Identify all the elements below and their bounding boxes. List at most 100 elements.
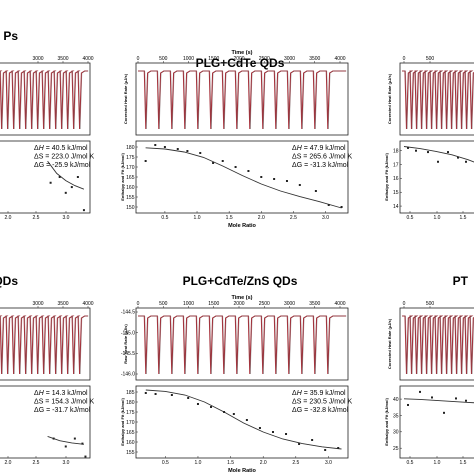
thermogram-fit-trace [402,315,474,375]
thermogram-trace [138,70,346,130]
data-point [285,433,288,435]
data-point [210,406,213,408]
data-point [163,146,166,148]
bottom-x-tick-label: 2.0 [5,215,12,221]
thermo-dG: ΔG = -32.8 kJ/mol [292,407,349,414]
thermo-dS: ΔS = 265.6 J/mol K [292,154,352,161]
bottom-y-axis-label: Enthalpy and Fit (kJ/mol) [384,398,389,446]
thermogram-frame [0,307,91,381]
thermo-dH: ΔH = 47.9 kJ/mol [292,145,346,152]
panel-5: PLG+CdTe/ZnS QDs 0 500 1000 1500 2000 2500 3000… [120,274,352,474]
thermo-value: 35.9 kJ/mol [310,390,346,397]
bottom-x-tick-label: 2.0 [258,215,265,221]
data-point [311,439,314,441]
top-x-tick-label: 2500 [259,301,270,307]
thermo-dS: ΔS = 230.5 J/mol K [292,399,352,406]
panel-title: PLG+CdTe/ZnS QDs [183,274,298,288]
bottom-y-tick-label: 155 [126,195,135,201]
bottom-y-tick-label: 16 [393,176,399,182]
data-point [298,443,301,445]
top-x-tick-label: 3000 [284,301,295,307]
top-x-tick-label: 4000 [82,301,93,307]
data-point [187,397,190,399]
isotherm-frame [0,140,91,214]
top-x-axis-label: Time (s) [232,295,253,301]
thermo-value: 230.5 J/mol K [309,399,352,406]
data-point [170,394,173,396]
bottom-y-tick-label: 160 [126,440,135,446]
panel-title: PT [453,274,469,288]
thermogram-frame [399,307,474,381]
top-x-tick-label: 500 [426,301,435,307]
top-y-axis-label: Corrected Heat Rate (µJ/s) [123,73,128,124]
top-x-tick-label: 3000 [32,56,43,62]
data-point [455,397,457,400]
bottom-x-tick-label: 3.0 [322,215,329,221]
data-point [273,178,276,180]
top-x-tick-label: 1500 [208,56,219,62]
top-y-tick-label: -145.5 [121,351,135,357]
data-point [64,191,67,194]
top-x-tick-label: 3500 [309,56,320,62]
bottom-y-tick-label: 180 [126,145,135,151]
bottom-x-tick-label: 2.0 [260,460,267,466]
data-point [52,437,55,440]
data-point [340,206,343,208]
thermo-value: 223.0 J/mol K [51,154,94,161]
bottom-y-axis-label: Enthalpy and Fit (kJ/mol) [384,153,389,201]
thermo-value: 40.5 kJ/mol [52,145,88,152]
thermo-value: 265.6 J/mol K [309,154,352,161]
data-point [70,186,73,189]
data-point [82,209,85,212]
bottom-x-tick-label: 1.0 [194,215,201,221]
data-point [258,427,261,429]
data-point [58,176,61,178]
top-y-axis-label: Corrected Heat Rate (µJ/s) [387,318,392,369]
top-x-tick-label: 1000 [183,301,194,307]
data-point [196,403,199,405]
bottom-y-tick-label: 30 [393,430,399,436]
thermo-dS: ΔS = 154.3 J/mol K [34,399,94,406]
data-point [419,390,421,393]
data-point [84,455,87,458]
bottom-y-tick-label: 185 [126,390,135,396]
bottom-y-tick-label: 175 [126,155,135,161]
top-x-tick-label: 3000 [32,301,43,307]
top-x-tick-label: 500 [159,301,168,307]
data-point [199,152,202,154]
bottom-x-tick-label: 3.0 [63,460,70,466]
thermogram-trace [138,315,346,375]
isotherm-frame [0,385,91,459]
bottom-y-tick-label: 170 [126,420,135,426]
top-x-tick-label: 4000 [334,56,345,62]
top-x-tick-label: 500 [426,56,435,62]
top-x-tick-label: 2500 [259,56,270,62]
bottom-x-axis-label: Mole Ratio [228,223,256,229]
bottom-y-axis-label: Enthalpy and Fit (kJ/mol) [120,398,125,446]
thermo-value: 14.3 kJ/mol [52,390,88,397]
top-x-tick-label: 3500 [57,56,68,62]
data-point [298,184,301,186]
data-point [154,144,157,146]
top-x-tick-label: 0 [137,56,140,62]
panel-4: QDs 3000 3500 4000 2.0 2.5 3.0 ΔH = 14.3 kJ/mol… [0,274,94,466]
thermogram-frame [135,307,349,381]
top-x-tick-label: 4000 [82,56,93,62]
bottom-y-tick-label: 40 [393,397,399,403]
data-point [234,166,237,168]
top-x-tick-label: 0 [403,301,406,307]
bottom-y-tick-label: 165 [126,175,135,181]
bottom-x-tick-label: 2.5 [290,215,297,221]
bottom-x-tick-label: 2.5 [292,460,299,466]
top-x-tick-label: 3000 [284,56,295,62]
bottom-x-tick-label: 3.0 [63,215,70,221]
panel-1: Ps 3000 3500 4000 2.0 2.5 3.0 ΔH = 40.5 kJ/mol Δ… [0,29,94,221]
data-point [260,176,263,178]
top-x-tick-label: 2000 [233,56,244,62]
top-x-tick-label: 1500 [208,301,219,307]
panel-title: Ps [3,29,18,43]
thermo-dH: ΔH = 35.9 kJ/mol [292,390,346,397]
top-x-tick-label: 1000 [183,56,194,62]
top-x-axis-label: Time (s) [232,50,253,56]
bottom-y-tick-label: 165 [126,430,135,436]
